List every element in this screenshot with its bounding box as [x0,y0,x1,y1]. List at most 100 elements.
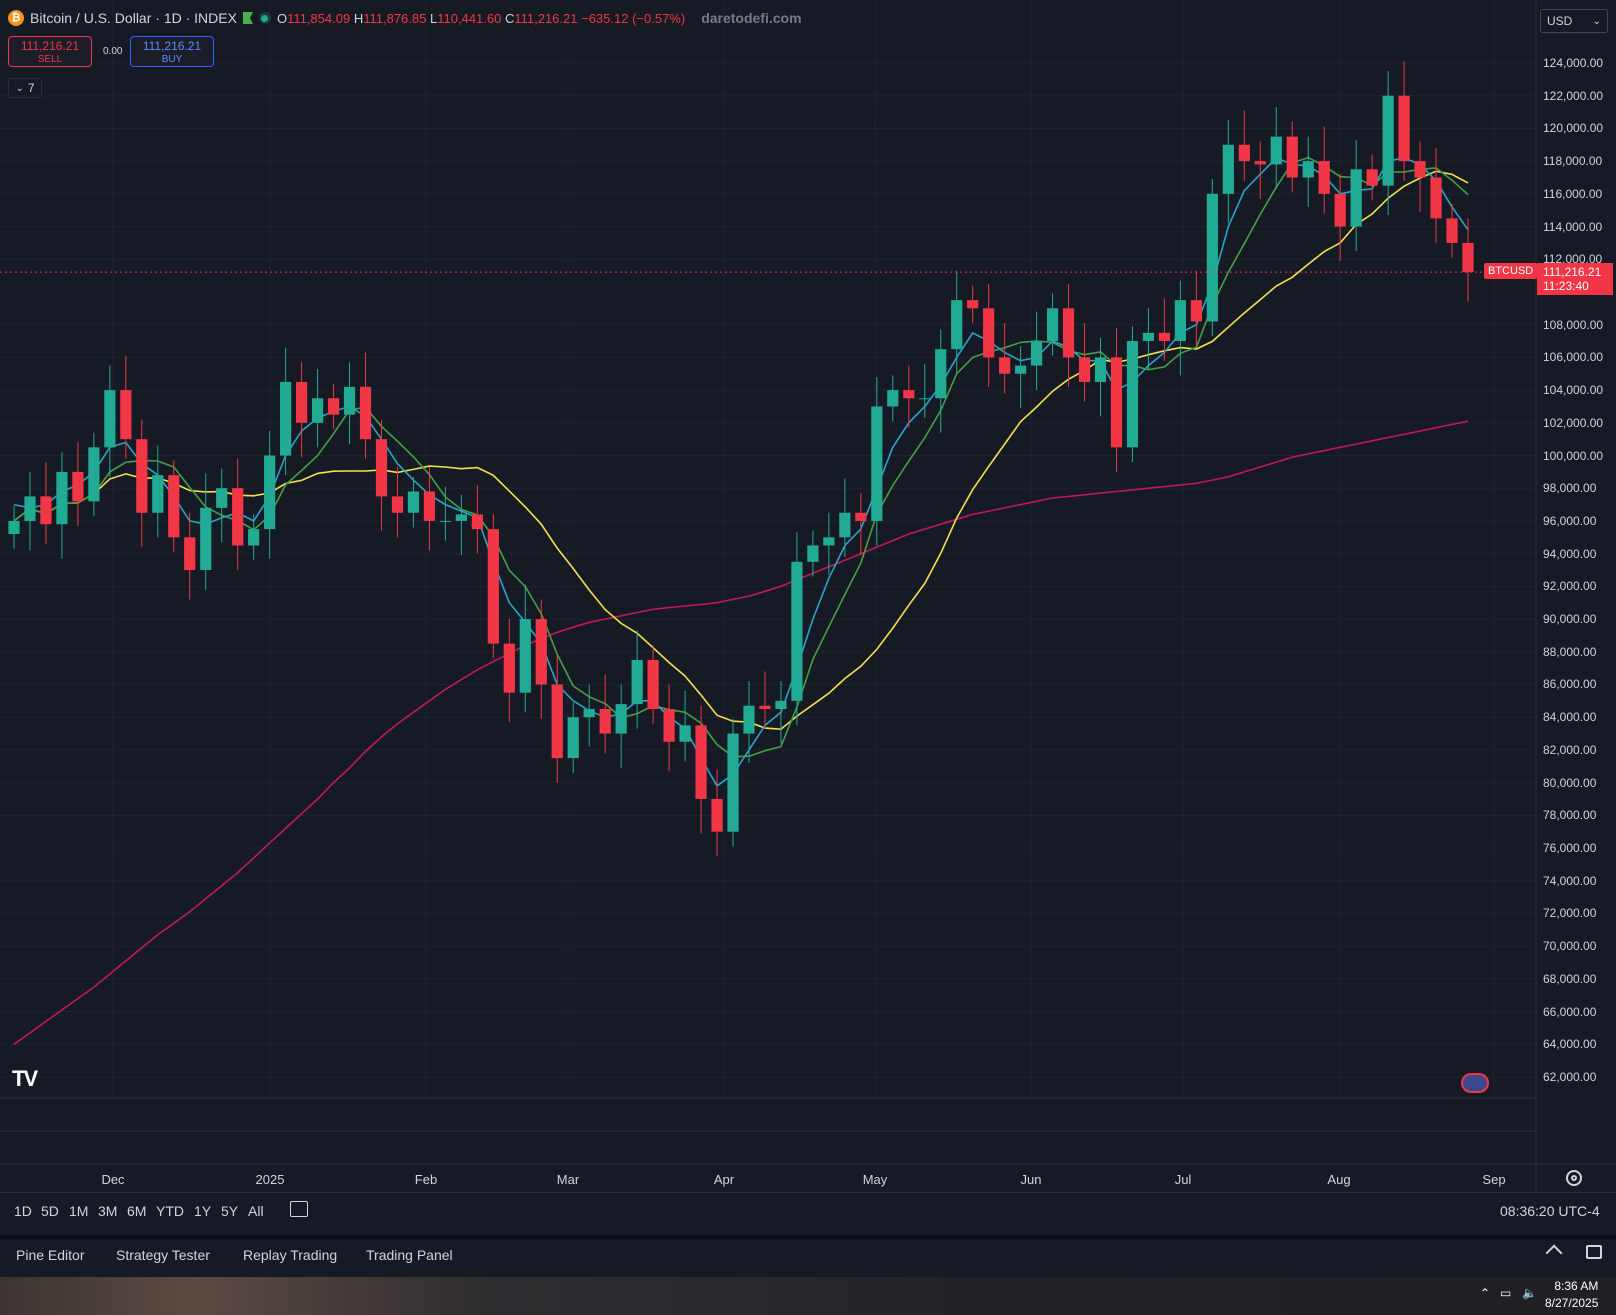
buy-button[interactable]: 111,216.21 BUY [130,36,214,67]
candle-body [1046,308,1059,342]
price-chart[interactable] [0,0,1616,1192]
market-status-icon[interactable] [258,12,271,24]
candle-body [807,545,819,562]
tradingview-logo[interactable]: TV [12,1066,38,1091]
range-button-5y[interactable]: 5Y [221,1203,239,1219]
candle-body [311,398,324,423]
price-axis-label: 108,000.00 [1543,317,1604,332]
candle-body [1222,144,1234,194]
range-button-1m[interactable]: 1M [69,1203,89,1219]
tab-strategy-tester[interactable]: Strategy Tester [116,1247,210,1263]
candle-body [487,529,499,644]
candle-body [1270,136,1282,165]
candle-body [359,386,372,440]
candle-body [1094,357,1107,382]
ma-slow-line [13,170,1469,731]
sell-button[interactable]: 111,216.21 SELL [8,36,92,67]
candle-body [216,488,228,508]
range-button-ytd[interactable]: YTD [156,1203,184,1219]
candle-body [40,496,52,525]
candle-body [919,398,931,400]
price-axis-label: 84,000.00 [1543,710,1597,725]
candle-body [743,705,755,734]
range-button-1d[interactable]: 1D [14,1203,32,1219]
candle-body [871,406,883,521]
price-axis-label: 76,000.00 [1543,841,1597,856]
taskbar-date: 8/27/2025 [1545,1296,1599,1310]
clock-readout[interactable]: 08:36:20 UTC-4 [1500,1203,1600,1219]
candle-body [1462,242,1474,273]
range-button-6m[interactable]: 6M [127,1203,147,1219]
price-axis-label: 118,000.00 [1543,154,1603,169]
tab-trading-panel[interactable]: Trading Panel [366,1247,453,1263]
price-axis-label: 112,000.00 [1543,252,1603,267]
candle-body [519,619,531,693]
candle-body [407,491,420,513]
price-axis-label: 74,000.00 [1543,873,1597,888]
market-flag-icon [242,12,253,24]
range-button-all[interactable]: All [248,1203,264,1219]
candle-body [391,496,404,513]
candle-body [24,496,36,521]
maximize-icon[interactable] [1586,1245,1602,1259]
candle-body [951,300,963,350]
price-axis-label: 104,000.00 [1543,383,1604,398]
candle-body [839,512,851,538]
tray-chevron-icon[interactable]: ⌃ [1480,1286,1491,1300]
calendar-icon[interactable] [290,1201,308,1217]
watermark: daretodefi.com [701,10,802,26]
candle-body [296,381,308,423]
candle-body [136,439,148,513]
candle-body [1238,144,1250,162]
price-axis-label: 120,000.00 [1543,121,1604,136]
symbol-tag: BTCUSD [1484,263,1538,279]
symbol-title[interactable]: Bitcoin / U.S. Dollar · 1D · INDEX [30,10,237,26]
buy-label: BUY [161,54,183,65]
indicator-count: 7 [27,81,35,95]
indicators-collapse-button[interactable]: ⌄ 7 [8,78,42,98]
price-axis-label: 62,000.00 [1543,1070,1597,1084]
tab-pine-editor[interactable]: Pine Editor [16,1247,85,1263]
candle-body [583,709,595,718]
price-axis-label: 92,000.00 [1543,579,1597,594]
range-button-3m[interactable]: 3M [98,1203,118,1219]
candle-body [935,349,947,399]
candle-body [232,488,244,546]
currency-select[interactable]: USD ⌄ [1540,9,1608,33]
chevron-down-icon: ⌄ [1592,15,1601,27]
candle-body [647,659,659,710]
us-flag-icon[interactable] [1461,1073,1489,1093]
spread-value: 0.00 [103,46,123,57]
range-button-1y[interactable]: 1Y [194,1203,212,1219]
current-price: 111,216.21 [1543,265,1602,279]
sell-price: 111,216.21 [20,39,80,53]
candle-body [280,381,292,456]
network-icon[interactable]: ▭ [1500,1286,1512,1300]
time-axis-label: Jul [1174,1172,1192,1187]
price-axis-label: 102,000.00 [1543,415,1604,430]
price-axis-label: 78,000.00 [1543,808,1597,823]
price-axis-label: 64,000.00 [1543,1037,1597,1052]
candle-body [152,475,164,513]
tab-replay-trading[interactable]: Replay Trading [243,1247,338,1263]
gear-icon[interactable] [1566,1170,1582,1186]
candle-body [1174,300,1186,342]
candle-body [983,308,995,358]
taskbar-clock[interactable]: 8:36 AM 8/27/2025 [1545,1278,1598,1312]
candle-body [711,798,723,832]
candle-body [8,520,20,535]
candle-body [471,514,483,530]
candle-body [1286,136,1298,178]
price-axis-label: 122,000.00 [1543,88,1604,103]
volume-icon[interactable]: 🔈 [1522,1286,1537,1300]
candle-body [759,705,771,710]
currency-value: USD [1547,14,1573,28]
range-bar [0,1192,1616,1229]
time-axis-label: Sep [1482,1172,1506,1187]
price-axis-label: 70,000.00 [1543,939,1597,954]
candle-body [599,709,611,734]
time-axis-label: Mar [556,1172,580,1187]
range-button-5d[interactable]: 5D [41,1203,59,1219]
candle-body [1366,169,1378,186]
